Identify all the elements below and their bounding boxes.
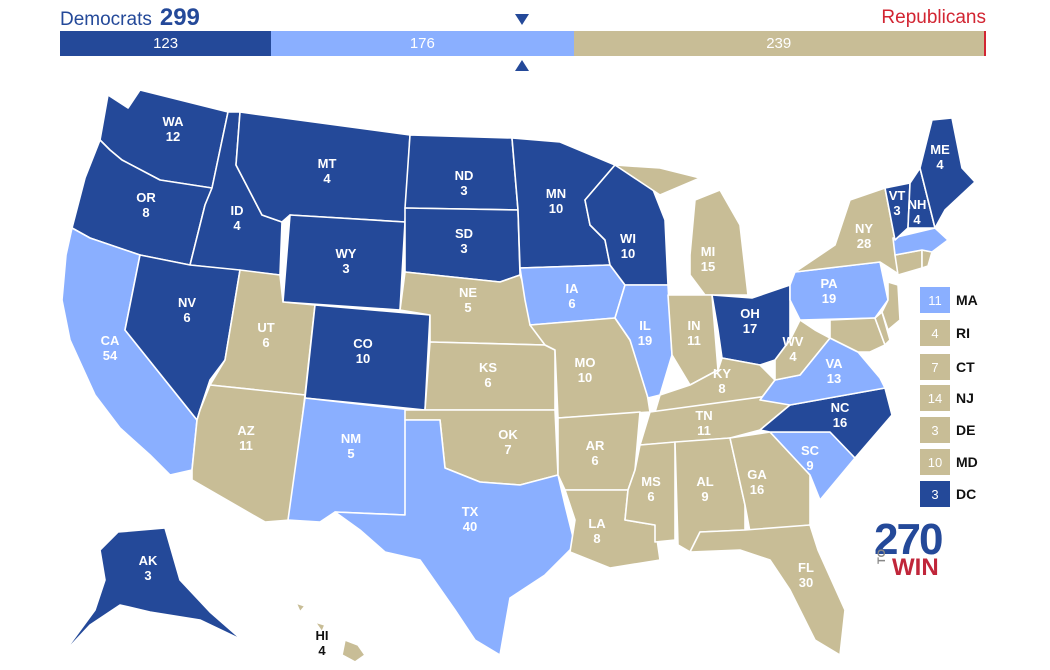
electoral-vote-bar: 123 176 239 [60, 31, 986, 56]
legend-row-nj[interactable]: 14 NJ [920, 385, 974, 411]
legend-row-ri[interactable]: 4 RI [920, 320, 970, 346]
state-ms[interactable] [624, 441, 676, 543]
state-label-tn: TN 11 [695, 408, 712, 438]
republicans-label: Republicans [881, 7, 986, 28]
bar-segment-tossup: 239 [573, 31, 984, 56]
state-label-wy: WY 3 [336, 246, 357, 276]
state-label-ga: GA 16 [747, 467, 767, 497]
state-az[interactable] [191, 384, 306, 523]
state-label-ky: KY 8 [713, 366, 731, 396]
state-label-pa: PA 19 [820, 276, 838, 306]
bar-segment-tossup-label: 239 [766, 35, 792, 52]
state-label-ms: MS 6 [641, 474, 661, 504]
state-label-wv: WV 4 [783, 334, 804, 364]
legend-row-ct[interactable]: 7 CT [920, 354, 975, 380]
270-marker-down-icon [515, 14, 529, 25]
state-label-co: CO 10 [353, 336, 373, 366]
state-mi[interactable] [614, 164, 749, 296]
state-label-vt: VT 3 [889, 188, 906, 218]
state-label-mi: MI 15 [701, 244, 715, 274]
bar-segment-lean-dem-label: 176 [409, 35, 435, 52]
bar-segment-safe-dem-label: 123 [153, 35, 179, 52]
legend-box: 10 [920, 449, 950, 475]
legend-row-dc[interactable]: 3 DC [920, 481, 976, 507]
legend-box: 4 [920, 320, 950, 346]
logo-word: WIN [892, 554, 939, 581]
legend-row-de[interactable]: 3 DE [920, 417, 975, 443]
state-nv[interactable] [124, 254, 241, 421]
state-fl[interactable] [689, 524, 846, 656]
democrats-header: Democrats 299 [60, 4, 200, 32]
state-label-ut: UT 6 [257, 320, 274, 350]
state-ks[interactable] [424, 341, 556, 411]
legend-box: 3 [920, 417, 950, 443]
legend-box: 14 [920, 385, 950, 411]
state-label-or: OR 8 [136, 190, 156, 220]
state-label-ca: CA 54 [101, 333, 120, 363]
legend-abbr: CT [956, 359, 975, 375]
state-label-nh: NH 4 [908, 197, 927, 227]
legend-box: 11 [920, 287, 950, 313]
state-label-id: ID 4 [231, 203, 244, 233]
state-label-la: LA 8 [588, 516, 606, 546]
state-label-in: IN 11 [687, 318, 701, 348]
state-me[interactable] [919, 117, 976, 229]
state-label-mo: MO 10 [575, 355, 596, 385]
state-label-ar: AR 6 [586, 438, 605, 468]
state-label-me: ME 4 [930, 142, 950, 172]
state-label-hi: HI 4 [316, 628, 329, 658]
state-label-nd: ND 3 [455, 168, 474, 198]
state-label-mn: MN 10 [546, 186, 566, 216]
state-label-sc: SC 9 [801, 443, 820, 473]
state-ny[interactable] [794, 187, 901, 276]
state-label-va: VA 13 [825, 356, 843, 386]
state-label-wa: WA 12 [163, 114, 185, 144]
state-label-al: AL 9 [696, 474, 713, 504]
logo-number: 270 [874, 515, 943, 564]
state-label-ny: NY 28 [855, 221, 873, 251]
legend-box: 7 [920, 354, 950, 380]
270towin-logo[interactable]: 270 TO WIN [874, 518, 944, 582]
state-label-ia: IA 6 [566, 281, 580, 311]
state-label-sd: SD 3 [455, 226, 473, 256]
state-label-ok: OK 7 [498, 427, 518, 457]
legend-abbr: DC [956, 486, 977, 502]
legend-abbr: MD [956, 454, 978, 470]
legend-abbr: NJ [956, 390, 974, 406]
legend-abbr: MA [956, 292, 978, 308]
state-label-oh: OH 17 [740, 306, 760, 336]
legend-box: 3 [920, 481, 950, 507]
state-label-mt: MT 4 [318, 156, 337, 186]
legend-row-md[interactable]: 10 MD [920, 449, 978, 475]
legend-abbr: DE [956, 422, 976, 438]
state-tx[interactable] [334, 419, 576, 656]
logo-small: TO [876, 548, 888, 564]
bar-segment-safe-dem: 123 [60, 31, 272, 56]
state-ri[interactable] [921, 249, 933, 269]
bar-segment-lean-dem: 176 [271, 31, 574, 56]
state-label-ne: NE 5 [459, 285, 477, 315]
democrats-label: Democrats [60, 9, 152, 30]
state-label-tx: TX 40 [462, 504, 479, 534]
state-de[interactable] [874, 311, 891, 346]
state-label-az: AZ 11 [237, 423, 254, 453]
state-hi[interactable] [295, 602, 366, 663]
state-label-ak: AK 3 [139, 553, 158, 583]
state-label-nm: NM 5 [341, 431, 361, 461]
state-label-ks: KS 6 [479, 360, 497, 390]
state-label-wi: WI 10 [620, 231, 636, 261]
state-ak[interactable] [61, 527, 243, 656]
democrats-total: 299 [159, 4, 200, 31]
state-label-fl: FL 30 [798, 560, 814, 590]
state-label-nv: NV 6 [178, 295, 196, 325]
legend-abbr: RI [956, 325, 970, 341]
state-label-il: IL 19 [638, 318, 652, 348]
legend-row-ma[interactable]: 11 MA [920, 287, 978, 313]
state-label-nc: NC 16 [831, 400, 850, 430]
270-marker-up-icon [515, 60, 529, 71]
state-nj[interactable] [881, 281, 901, 331]
state-wv[interactable] [774, 319, 831, 381]
